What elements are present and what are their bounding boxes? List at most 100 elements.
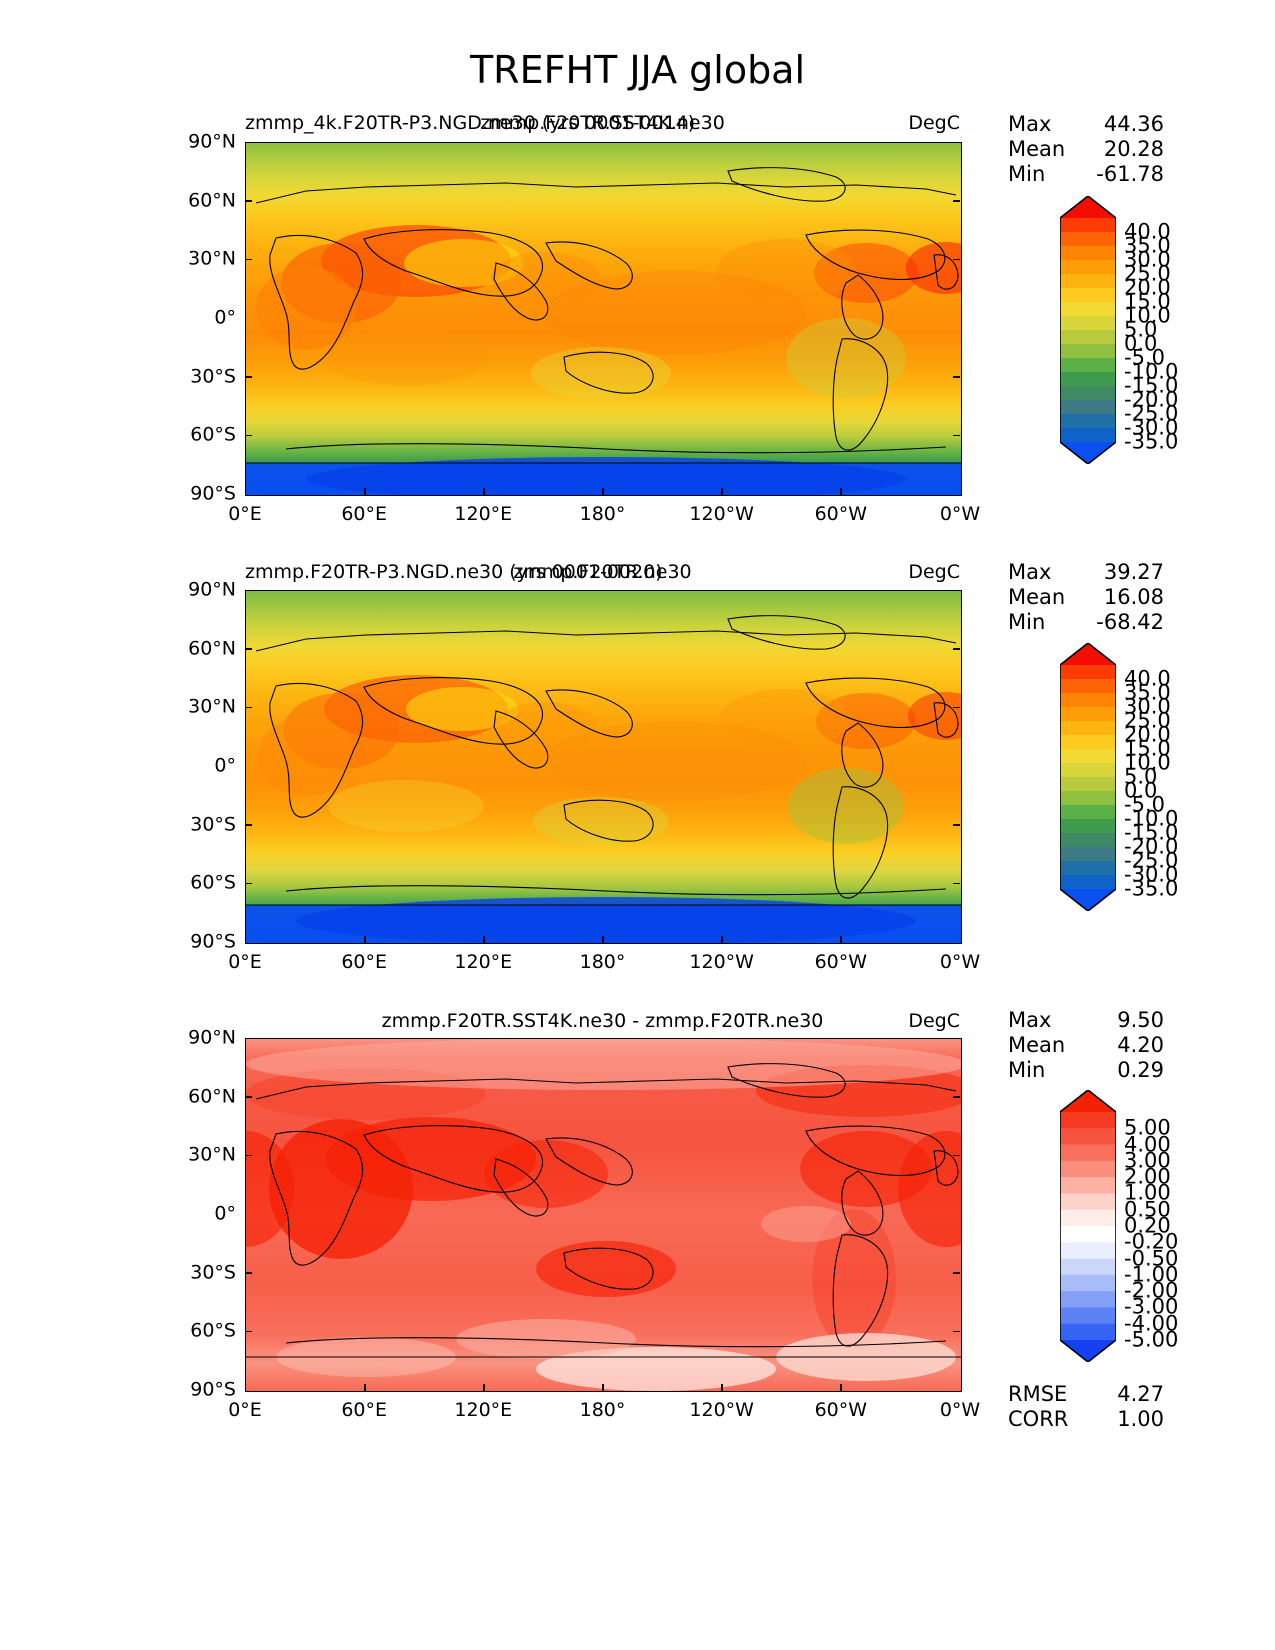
xtick-ref-2: 120°E: [454, 951, 513, 973]
ytick-diff-1: 60°N: [188, 1085, 236, 1108]
xtick-diff-0: 0°E: [228, 1399, 262, 1421]
ytick-diff-3: 0°: [214, 1202, 236, 1225]
colorbar-diff-label-2: 3.00: [1124, 1148, 1171, 1173]
colorbar-diff-label-3: 2.00: [1124, 1164, 1171, 1189]
map-ref[interactable]: [245, 590, 962, 944]
ytick-ref-2: 30°N: [188, 695, 236, 718]
colorbar-diff-label-12: -4.00: [1124, 1311, 1179, 1336]
colorbar-test-label-5: 15.0: [1124, 289, 1171, 314]
colorbar-ref-label-3: 25.0: [1124, 708, 1171, 733]
stats-test-mean-label: Mean: [1008, 137, 1066, 161]
panel-ref-title: zmmp.F20TR.ne30: [513, 561, 692, 583]
colorbar-ref-label-13: -25.0: [1124, 848, 1179, 873]
colorbar-ref-label-1: 35.0: [1124, 680, 1171, 705]
colorbar-test-label-7: 5.0: [1124, 317, 1158, 342]
xtick-diff-2: 120°E: [454, 1399, 513, 1421]
xtick-diff-1: 60°E: [341, 1399, 388, 1421]
ytick-ref-6: 90°S: [190, 930, 236, 953]
panel-diff-units: DegC: [908, 1010, 960, 1032]
colorbar-test-label-6: 10.0: [1124, 303, 1171, 328]
ytick-ref-5: 60°S: [190, 871, 236, 894]
colorbar-test-label-1: 35.0: [1124, 233, 1171, 258]
colorbar-test-label-4: 20.0: [1124, 275, 1171, 300]
colorbar-diff-label-4: 1.00: [1124, 1180, 1171, 1205]
ytick-test-4: 30°S: [190, 365, 236, 388]
colorbar-test-label-8: 0.0: [1124, 331, 1158, 356]
skill-rmse-label: RMSE: [1008, 1382, 1068, 1406]
stats-diff-mean-label: Mean: [1008, 1033, 1066, 1057]
ytick-test-3: 0°: [214, 306, 236, 329]
colorbar-ref: 40.0 35.0 30.0 25.0 20.0 15.0 10.0 5.0 0.0 -5.0 -1…: [1060, 643, 1230, 911]
colorbar-ref-label-6: 10.0: [1124, 750, 1171, 775]
xtick-ref-6: 0°W: [939, 951, 981, 973]
ytick-ref-3: 0°: [214, 754, 236, 777]
ytick-test-2: 30°N: [188, 247, 236, 270]
xtick-diff-4: 120°W: [689, 1399, 754, 1421]
stats-ref-mean-value: 16.08: [1103, 585, 1164, 609]
colorbar-diff-label-0: 5.00: [1124, 1115, 1171, 1140]
colorbar-diff-swatches: [1060, 1090, 1116, 1362]
colorbar-ref-label-9: -5.0: [1124, 792, 1165, 817]
ytick-diff-2: 30°N: [188, 1143, 236, 1166]
stats-ref-min-value: -68.42: [1096, 610, 1164, 634]
map-ref-canvas: [246, 591, 961, 943]
xtick-test-4: 120°W: [689, 503, 754, 525]
stats-test-max-label: Max: [1008, 112, 1052, 136]
xtick-ref-3: 180°: [579, 951, 626, 973]
colorbar-diff-label-8: -0.50: [1124, 1246, 1179, 1271]
ytick-ref-4: 30°S: [190, 813, 236, 836]
colorbar-ref-swatches: [1060, 643, 1116, 911]
ytick-diff-6: 90°S: [190, 1378, 236, 1401]
map-test-canvas: [246, 143, 961, 495]
colorbar-ref-label-0: 40.0: [1124, 666, 1171, 691]
colorbar-ref-label-12: -20.0: [1124, 834, 1179, 859]
stats-ref-max-label: Max: [1008, 560, 1052, 584]
panel-test-units: DegC: [908, 112, 960, 134]
map-diff[interactable]: [245, 1038, 962, 1392]
ytick-test-0: 90°N: [188, 130, 236, 153]
xtick-test-2: 120°E: [454, 503, 513, 525]
skill-rmse-value: 4.27: [1117, 1382, 1164, 1406]
colorbar-diff-label-11: -3.00: [1124, 1294, 1179, 1319]
stats-diff-min-value: 0.29: [1117, 1058, 1164, 1082]
skill-corr-label: CORR: [1008, 1407, 1069, 1431]
colorbar-test-label-3: 25.0: [1124, 261, 1171, 286]
xtick-diff-3: 180°: [579, 1399, 626, 1421]
colorbar-ref-label-4: 20.0: [1124, 722, 1171, 747]
panel-test-source-label: zmmp_4k.F20TR-P3.NGD.ne30 (yrs 0001-0014…: [245, 112, 696, 134]
stats-test-min-value: -61.78: [1096, 162, 1164, 186]
colorbar-diff-label-7: -0.20: [1124, 1229, 1179, 1254]
colorbar-diff-label-13: -5.00: [1124, 1327, 1179, 1352]
colorbar-ref-label-10: -10.0: [1124, 806, 1179, 831]
panel-ref-source-label: zmmp.F20TR-P3.NGD.ne30 (yrs 0001-0020): [245, 561, 663, 583]
colorbar-test-label-15: -35.0: [1124, 429, 1179, 454]
ytick-diff-4: 30°S: [190, 1261, 236, 1284]
xtick-test-0: 0°E: [228, 503, 262, 525]
xtick-test-6: 0°W: [939, 503, 981, 525]
ytick-test-5: 60°S: [190, 423, 236, 446]
stats-diff-max-value: 9.50: [1117, 1008, 1164, 1032]
colorbar-diff-label-9: -1.00: [1124, 1262, 1179, 1287]
skill-corr-value: 1.00: [1117, 1407, 1164, 1431]
ytick-diff-5: 60°S: [190, 1319, 236, 1342]
map-test[interactable]: [245, 142, 962, 496]
panel-diff-title: zmmp.F20TR.SST4K.ne30 - zmmp.F20TR.ne30: [381, 1010, 824, 1032]
colorbar-ref-label-11: -15.0: [1124, 820, 1179, 845]
colorbar-test-label-2: 30.0: [1124, 247, 1171, 272]
colorbar-diff-label-1: 4.00: [1124, 1132, 1171, 1157]
colorbar-ref-label-7: 5.0: [1124, 764, 1158, 789]
xtick-diff-5: 60°W: [814, 1399, 868, 1421]
stats-ref-max-value: 39.27: [1103, 560, 1164, 584]
stats-ref-min-label: Min: [1008, 610, 1046, 634]
colorbar-test-label-12: -20.0: [1124, 387, 1179, 412]
ytick-test-1: 60°N: [188, 189, 236, 212]
colorbar-test-label-14: -30.0: [1124, 415, 1179, 440]
stats-test-max-value: 44.36: [1103, 112, 1164, 136]
map-diff-canvas: [246, 1039, 961, 1391]
ytick-ref-0: 90°N: [188, 578, 236, 601]
stats-test-min-label: Min: [1008, 162, 1046, 186]
stats-diff-max-label: Max: [1008, 1008, 1052, 1032]
colorbar-test-swatches: [1060, 196, 1116, 464]
colorbar-ref-label-15: -35.0: [1124, 876, 1179, 901]
colorbar-test: 40.0 35.0 30.0 25.0 20.0 15.0 10.0 5.0 0.0 -5.0 -1…: [1060, 196, 1230, 464]
